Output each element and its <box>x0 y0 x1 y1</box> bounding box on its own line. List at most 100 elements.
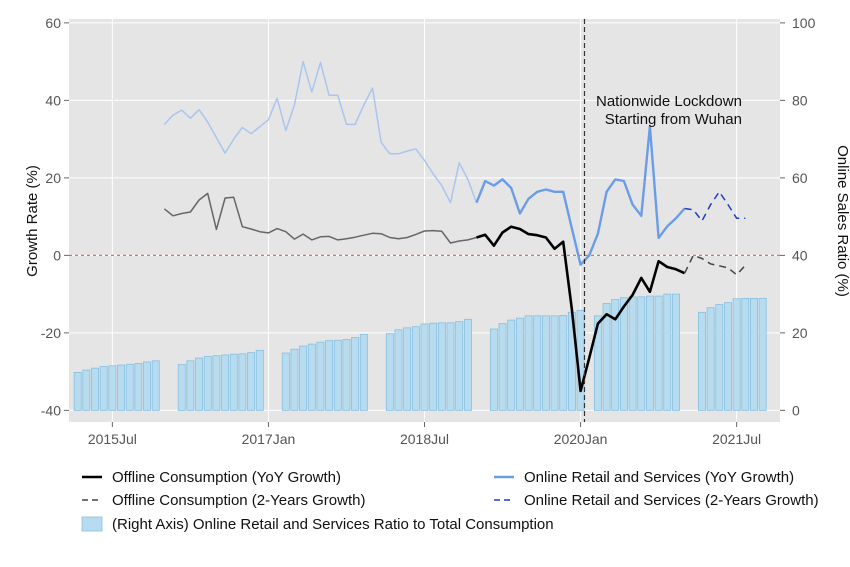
ratio-bar <box>489 328 498 411</box>
ratio-bar <box>134 363 143 411</box>
ratio-bar <box>91 367 99 411</box>
growth-lines <box>163 60 746 393</box>
right-axis-title: Online Sales Ratio (%) <box>834 145 850 297</box>
legend: Offline Consumption (YoY Growth) Online R… <box>81 469 819 533</box>
ratio-bar <box>671 293 680 411</box>
legend-label: Offline Consumption (YoY Growth) <box>112 469 341 486</box>
ratio-bar <box>654 295 663 411</box>
offline-consumption-2-years-growth-line <box>683 254 746 276</box>
ratio-bar <box>724 302 732 411</box>
ratio-bar <box>706 307 715 411</box>
ratio-bar <box>177 364 186 411</box>
ratio-bar <box>611 299 620 411</box>
right-tick-label: 20 <box>792 325 808 341</box>
right-tick-label: 80 <box>792 92 808 108</box>
ratio-bar <box>359 334 368 411</box>
ratio-bar <box>663 293 672 411</box>
right-tick-label: 60 <box>792 170 808 186</box>
ratio-bar <box>143 361 151 411</box>
ratio-bar <box>238 353 247 411</box>
ratio-bar <box>524 315 533 411</box>
ratio-bar <box>411 326 420 411</box>
ratio-bar <box>108 365 117 411</box>
ratio-bar <box>732 298 741 411</box>
event-annotation: Nationwide Lockdown Starting from Wuhan <box>596 93 742 128</box>
ratio-bar <box>203 356 212 411</box>
ratio-bar <box>429 322 438 411</box>
online-retail-and-services-yoy-growth-line <box>475 125 686 266</box>
ratio-bar <box>698 311 706 411</box>
ratio-bar <box>715 304 724 411</box>
ratio-bar <box>212 355 221 411</box>
left-tick-label: 40 <box>45 92 61 108</box>
ratio-bar <box>307 343 316 411</box>
ratio-bar <box>628 296 637 411</box>
left-tick-label: -40 <box>41 402 61 418</box>
axes: -40 -20 0 20 40 60 0 20 40 60 80 100 2015Jul 2017Jan 2… <box>41 15 816 447</box>
ratio-bar <box>637 296 646 411</box>
ratio-bar <box>455 321 464 411</box>
event-annotation-line-2: Starting from Wuhan <box>605 111 742 128</box>
ratio-bar <box>99 366 108 411</box>
legend-label: Online Retail and Services (YoY Growth) <box>524 469 794 486</box>
ratio-bar <box>515 317 524 411</box>
ratio-bar <box>333 339 342 411</box>
ratio-bar <box>619 297 628 411</box>
ratio-bar <box>498 323 507 411</box>
ratio-bar <box>299 345 308 411</box>
right-tick-label: 0 <box>792 402 800 418</box>
offline-consumption-yoy-growth-line <box>476 225 686 393</box>
legend-item: Offline Consumption (YoY Growth) <box>82 469 341 486</box>
ratio-bar <box>186 360 195 411</box>
ratio-bar <box>342 339 351 411</box>
ratio-bar <box>541 315 550 411</box>
ratio-bar <box>325 340 334 411</box>
ratio-bar <box>195 357 204 411</box>
legend-label: Offline Consumption (2-Years Growth) <box>112 492 365 509</box>
ratio-bar <box>559 315 568 411</box>
legend-label: Online Retail and Services (2-Years Grow… <box>524 492 819 509</box>
event-annotation-line-1: Nationwide Lockdown <box>596 93 742 110</box>
ratio-bar <box>507 319 516 411</box>
legend-item: Online Retail and Services (2-Years Grow… <box>494 492 819 509</box>
ratio-bar <box>446 322 455 411</box>
offline-consumption-yoy-growth-line <box>163 192 477 244</box>
ratio-bar <box>602 303 611 411</box>
left-tick-label: 60 <box>45 15 61 31</box>
left-tick-label: -20 <box>41 325 61 341</box>
x-tick-label: 2017Jan <box>242 431 296 447</box>
ratio-bar <box>255 349 264 411</box>
legend-item: (Right Axis) Online Retail and Services … <box>81 516 554 533</box>
legend-swatch <box>81 516 103 532</box>
ratio-bar <box>82 369 91 411</box>
ratio-bar <box>247 352 256 411</box>
ratio-bar <box>290 348 299 411</box>
ratio-bar <box>750 297 758 411</box>
ratio-bar <box>403 327 412 411</box>
x-tick-label: 2018Jul <box>400 431 449 447</box>
ratio-bar <box>645 295 654 411</box>
ratio-bar <box>420 323 429 411</box>
ratio-bar <box>741 297 750 411</box>
ratio-bar <box>151 360 160 411</box>
left-axis-title: Growth Rate (%) <box>24 165 41 277</box>
legend-item: Online Retail and Services (YoY Growth) <box>494 469 794 486</box>
legend-label: (Right Axis) Online Retail and Services … <box>112 516 554 533</box>
legend-item: Offline Consumption (2-Years Growth) <box>82 492 365 509</box>
x-tick-label: 2021Jul <box>712 431 761 447</box>
ratio-bar <box>73 371 82 411</box>
ratio-bar <box>758 297 767 411</box>
ratio-bar <box>593 315 602 411</box>
ratio-bar <box>550 315 559 411</box>
left-tick-label: 20 <box>45 170 61 186</box>
ratio-bar <box>437 322 446 411</box>
ratio-bar <box>316 341 325 411</box>
ratio-bars <box>73 293 767 411</box>
online-retail-and-services-2-years-growth-line <box>684 191 746 222</box>
right-tick-label: 100 <box>792 15 816 31</box>
ratio-bar <box>125 363 134 411</box>
ratio-bar <box>385 333 394 411</box>
online-retail-and-services-yoy-growth-line <box>163 60 478 204</box>
ratio-bar <box>117 364 125 411</box>
x-tick-label: 2020Jan <box>554 431 608 447</box>
